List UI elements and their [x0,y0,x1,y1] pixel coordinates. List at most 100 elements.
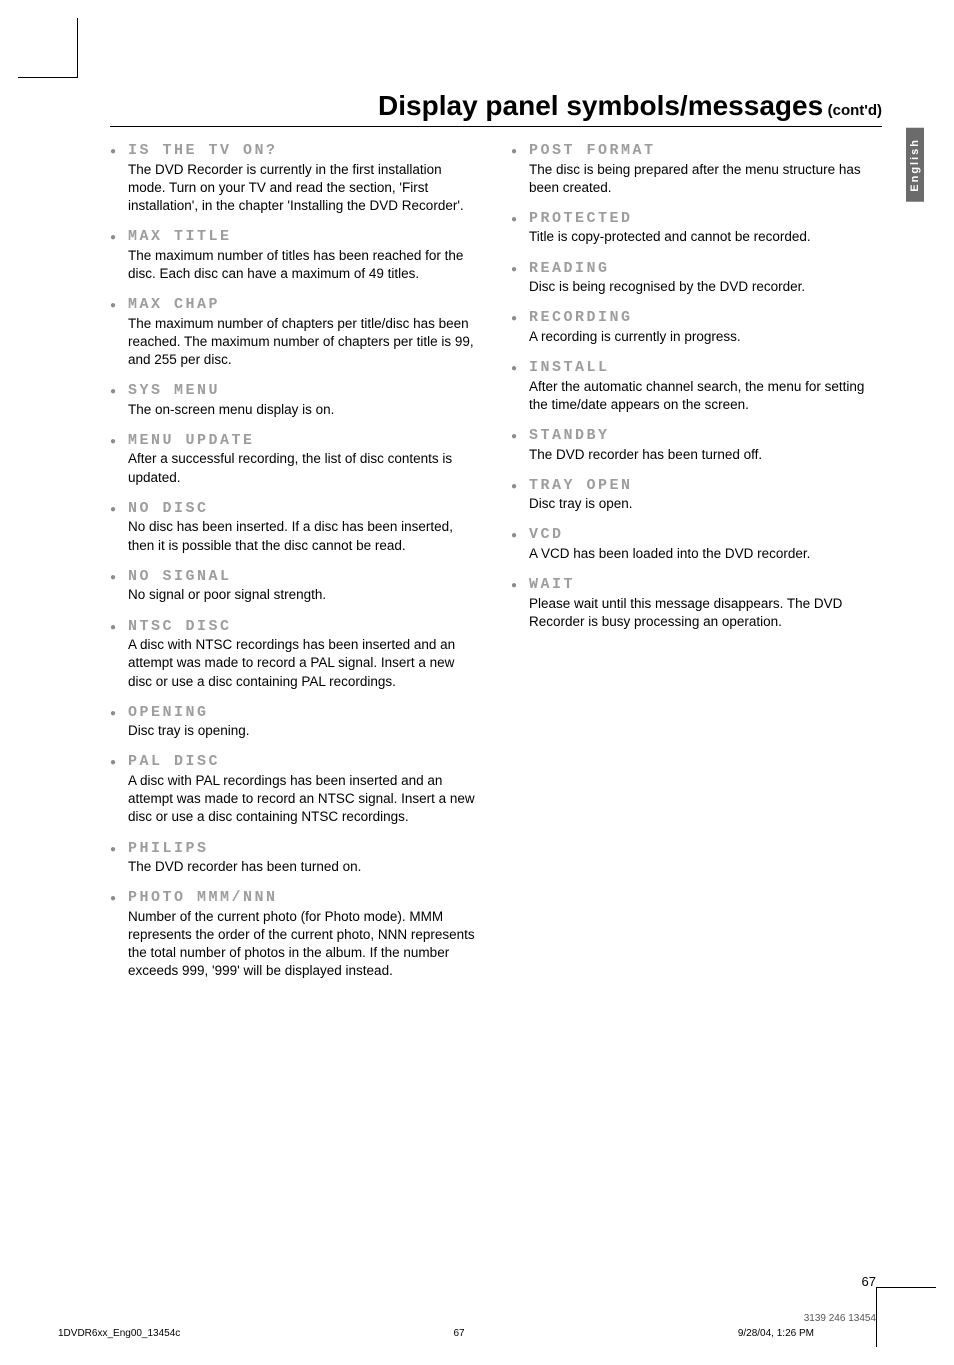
message-body: PHILIPSThe DVD recorder has been turned … [128,841,481,877]
display-description: Please wait until this message disappear… [529,595,882,631]
message-body: POST FORMATThe disc is being prepared af… [529,143,882,197]
bullet-icon: ● [110,143,128,215]
message-body: INSTALLAfter the automatic channel searc… [529,360,882,414]
message-body: PAL DISCA disc with PAL recordings has b… [128,754,481,826]
display-description: The DVD recorder has been turned off. [529,446,882,464]
left-column: ●IS THE TV ON?The DVD Recorder is curren… [110,143,481,995]
footer-center: 67 [454,1328,465,1339]
display-description: Disc tray is open. [529,495,882,513]
display-description: After the automatic channel search, the … [529,378,882,414]
display-code: OPENING [128,705,481,722]
message-item: ●SYS MENUThe on-screen menu display is o… [110,383,481,419]
message-item: ●PHOTO MMM/NNNNumber of the current phot… [110,890,481,980]
message-item: ●WAITPlease wait until this message disa… [511,577,882,631]
message-body: STANDBYThe DVD recorder has been turned … [529,428,882,464]
message-body: READINGDisc is being recognised by the D… [529,261,882,297]
display-description: The on-screen menu display is on. [128,401,481,419]
display-code: NO SIGNAL [128,569,481,586]
message-item: ●NO SIGNALNo signal or poor signal stren… [110,569,481,605]
message-item: ●PROTECTEDTitle is copy-protected and ca… [511,211,882,247]
message-item: ●MENU UPDATEAfter a successful recording… [110,433,481,487]
display-code: NO DISC [128,501,481,518]
display-code: READING [529,261,882,278]
display-code: PAL DISC [128,754,481,771]
footer-left: 1DVDR6xx_Eng00_13454c [58,1328,180,1339]
message-body: NO SIGNALNo signal or poor signal streng… [128,569,481,605]
display-description: The DVD Recorder is currently in the fir… [128,161,481,216]
display-code: RECORDING [529,310,882,327]
message-item: ●OPENINGDisc tray is opening. [110,705,481,741]
page-title-block: Display panel symbols/messages (cont'd) [110,90,882,127]
bullet-icon: ● [511,360,529,414]
bullet-icon: ● [511,211,529,247]
bullet-icon: ● [110,841,128,877]
display-code: POST FORMAT [529,143,882,160]
display-code: TRAY OPEN [529,478,882,495]
message-item: ●IS THE TV ON?The DVD Recorder is curren… [110,143,481,215]
display-code: PHILIPS [128,841,481,858]
message-body: TRAY OPENDisc tray is open. [529,478,882,514]
page-title: Display panel symbols/messages [378,90,823,121]
message-item: ●PHILIPSThe DVD recorder has been turned… [110,841,481,877]
display-description: After a successful recording, the list o… [128,450,481,486]
display-description: The disc is being prepared after the men… [529,161,882,197]
display-code: SYS MENU [128,383,481,400]
display-description: A disc with PAL recordings has been inse… [128,772,481,827]
display-description: No signal or poor signal strength. [128,586,481,604]
display-description: No disc has been inserted. If a disc has… [128,518,481,554]
bullet-icon: ● [110,229,128,283]
message-body: WAITPlease wait until this message disap… [529,577,882,631]
bullet-icon: ● [511,527,529,563]
bullet-icon: ● [110,501,128,555]
message-body: PROTECTEDTitle is copy-protected and can… [529,211,882,247]
display-code: PHOTO MMM/NNN [128,890,481,907]
display-description: The DVD recorder has been turned on. [128,858,481,876]
display-code: NTSC DISC [128,619,481,636]
bullet-icon: ● [511,577,529,631]
language-tab: English [906,128,924,202]
crop-mark-top-left [18,18,78,78]
message-body: MENU UPDATEAfter a successful recording,… [128,433,481,487]
display-code: MENU UPDATE [128,433,481,450]
bullet-icon: ● [110,890,128,980]
message-item: ●VCDA VCD has been loaded into the DVD r… [511,527,882,563]
message-body: VCDA VCD has been loaded into the DVD re… [529,527,882,563]
bullet-icon: ● [110,619,128,691]
message-body: MAX TITLEThe maximum number of titles ha… [128,229,481,283]
bullet-icon: ● [110,569,128,605]
message-item: ●INSTALLAfter the automatic channel sear… [511,360,882,414]
page-content: Display panel symbols/messages (cont'd) … [110,90,882,1250]
bullet-icon: ● [511,310,529,346]
message-body: RECORDINGA recording is currently in pro… [529,310,882,346]
message-item: ●MAX CHAPThe maximum number of chapters … [110,297,481,369]
message-body: SYS MENUThe on-screen menu display is on… [128,383,481,419]
display-code: MAX TITLE [128,229,481,246]
display-code: INSTALL [529,360,882,377]
display-code: IS THE TV ON? [128,143,481,160]
message-body: NTSC DISCA disc with NTSC recordings has… [128,619,481,691]
message-item: ●PAL DISCA disc with PAL recordings has … [110,754,481,826]
message-item: ●NTSC DISCA disc with NTSC recordings ha… [110,619,481,691]
display-description: The maximum number of titles has been re… [128,247,481,283]
footer-right: 9/28/04, 1:26 PM [738,1328,814,1339]
page-subtitle: (cont'd) [828,102,882,119]
bullet-icon: ● [110,754,128,826]
display-code: MAX CHAP [128,297,481,314]
message-body: NO DISCNo disc has been inserted. If a d… [128,501,481,555]
message-body: MAX CHAPThe maximum number of chapters p… [128,297,481,369]
display-code: PROTECTED [529,211,882,228]
bullet-icon: ● [511,428,529,464]
bullet-icon: ● [511,478,529,514]
bullet-icon: ● [110,383,128,419]
message-body: PHOTO MMM/NNNNumber of the current photo… [128,890,481,980]
display-description: A disc with NTSC recordings has been ins… [128,636,481,691]
bullet-icon: ● [110,297,128,369]
message-item: ●POST FORMATThe disc is being prepared a… [511,143,882,197]
crop-mark-bottom-right [876,1287,936,1347]
bullet-icon: ● [511,143,529,197]
display-description: Title is copy-protected and cannot be re… [529,228,882,246]
footer: 1DVDR6xx_Eng00_13454c 67 9/28/04, 1:26 P… [58,1328,814,1339]
message-item: ●RECORDINGA recording is currently in pr… [511,310,882,346]
display-description: Disc is being recognised by the DVD reco… [529,278,882,296]
message-item: ●STANDBYThe DVD recorder has been turned… [511,428,882,464]
